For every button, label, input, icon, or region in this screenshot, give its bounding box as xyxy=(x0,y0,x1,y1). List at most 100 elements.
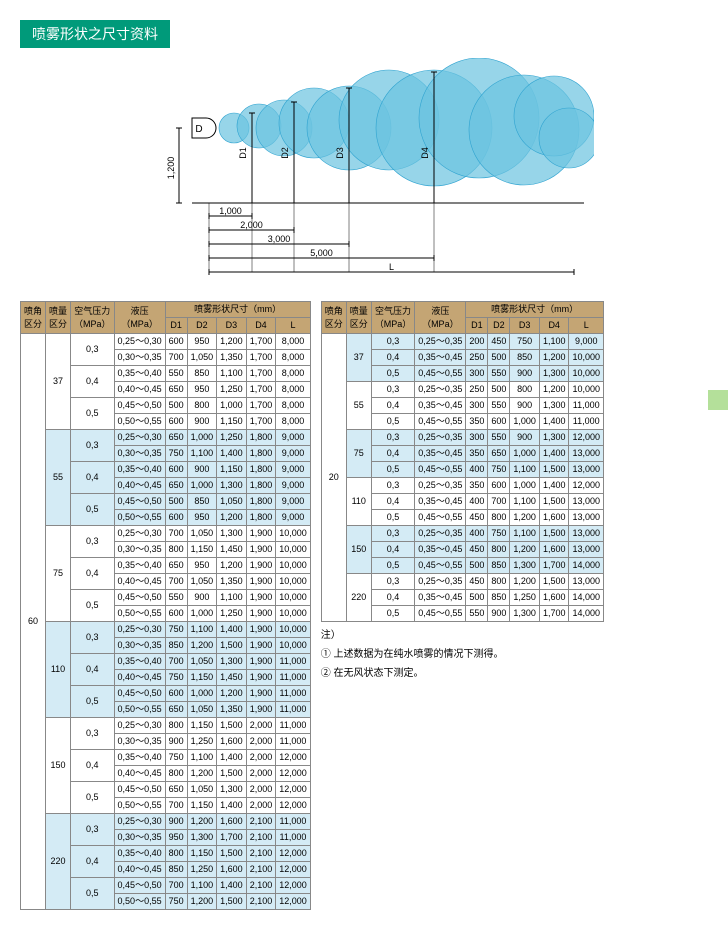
data-cell: 550 xyxy=(165,590,187,606)
air-cell: 0,5 xyxy=(371,366,415,382)
data-cell: 1,100 xyxy=(539,334,569,350)
data-cell: 0,30～0,35 xyxy=(114,638,165,654)
data-cell: 1,700 xyxy=(217,830,247,846)
data-cell: 12,000 xyxy=(276,766,311,782)
data-cell: 1,900 xyxy=(246,606,276,622)
data-cell: 650 xyxy=(165,478,187,494)
data-cell: 1,300 xyxy=(510,558,540,574)
table-row: 550,30,25～0,352505008001,20010,000 xyxy=(321,382,603,398)
data-cell: 0,35～0,45 xyxy=(415,590,466,606)
data-cell: 400 xyxy=(466,526,488,542)
d-label: D3 xyxy=(335,147,345,159)
col-header: 空气压力（MPa） xyxy=(371,302,415,334)
d-label: D4 xyxy=(420,147,430,159)
data-cell: 1,200 xyxy=(217,334,247,350)
data-cell: 950 xyxy=(187,334,217,350)
spray-diagram: D D1D2D3D4 1,0002,0003,0005,000L 1,200 xyxy=(20,58,708,281)
data-cell: 350 xyxy=(466,414,488,430)
data-cell: 1,300 xyxy=(510,606,540,622)
data-cell: 1,100 xyxy=(217,590,247,606)
data-cell: 0,45～0,50 xyxy=(114,590,165,606)
data-cell: 0,25～0,30 xyxy=(114,718,165,734)
data-cell: 850 xyxy=(165,638,187,654)
air-cell: 0,4 xyxy=(71,846,115,878)
data-cell: 0,35～0,40 xyxy=(114,462,165,478)
data-cell: 450 xyxy=(466,542,488,558)
air-cell: 0,4 xyxy=(71,558,115,590)
data-cell: 1,900 xyxy=(246,622,276,638)
data-cell: 0,25～0,35 xyxy=(415,430,466,446)
data-cell: 1,300 xyxy=(539,430,569,446)
data-cell: 600 xyxy=(488,414,510,430)
data-cell: 1,150 xyxy=(217,462,247,478)
data-cell: 0,30～0,35 xyxy=(114,830,165,846)
flow-cell: 220 xyxy=(346,574,371,622)
data-cell: 13,000 xyxy=(569,510,604,526)
data-cell: 1,150 xyxy=(187,670,217,686)
data-cell: 550 xyxy=(488,398,510,414)
data-cell: 1,250 xyxy=(217,606,247,622)
data-cell: 2,000 xyxy=(246,718,276,734)
data-cell: 1,200 xyxy=(217,558,247,574)
data-cell: 1,400 xyxy=(217,798,247,814)
col-header: 喷角区分 xyxy=(21,302,46,334)
air-cell: 0,5 xyxy=(371,510,415,526)
data-cell: 10,000 xyxy=(569,366,604,382)
flow-cell: 75 xyxy=(46,526,71,622)
air-cell: 0,3 xyxy=(371,430,415,446)
data-cell: 0,40～0,45 xyxy=(114,766,165,782)
d-label: D1 xyxy=(238,147,248,159)
data-cell: 1,000 xyxy=(187,686,217,702)
data-cell: 1,900 xyxy=(246,654,276,670)
col-header-group: 喷雾形状尺寸（mm） xyxy=(165,302,310,318)
data-cell: 600 xyxy=(165,606,187,622)
data-cell: 0,35～0,40 xyxy=(114,558,165,574)
data-cell: 1,150 xyxy=(187,798,217,814)
air-cell: 0,3 xyxy=(71,334,115,366)
data-cell: 1,150 xyxy=(187,846,217,862)
data-cell: 1,050 xyxy=(217,494,247,510)
data-cell: 9,000 xyxy=(569,334,604,350)
data-cell: 1,700 xyxy=(246,382,276,398)
page-title: 喷雾形状之尺寸资料 xyxy=(20,20,170,48)
data-cell: 1,600 xyxy=(217,862,247,878)
data-cell: 0,30～0,35 xyxy=(114,542,165,558)
data-cell: 2,000 xyxy=(246,766,276,782)
data-cell: 1,000 xyxy=(510,446,540,462)
table-row: 1100,30,25～0,307501,1001,4001,90010,000 xyxy=(21,622,311,638)
data-cell: 1,800 xyxy=(246,510,276,526)
data-cell: 1,700 xyxy=(539,558,569,574)
data-cell: 10,000 xyxy=(569,382,604,398)
data-cell: 1,900 xyxy=(246,670,276,686)
data-cell: 250 xyxy=(466,350,488,366)
data-cell: 1,000 xyxy=(217,398,247,414)
data-cell: 1,200 xyxy=(539,382,569,398)
data-cell: 300 xyxy=(466,398,488,414)
air-cell: 0,5 xyxy=(371,606,415,622)
data-cell: 650 xyxy=(488,446,510,462)
data-cell: 11,000 xyxy=(276,734,311,750)
note-1: ① 上述数据为在纯水喷雾的情况下测得。 xyxy=(321,645,604,660)
air-cell: 0,4 xyxy=(371,542,415,558)
data-cell: 300 xyxy=(466,430,488,446)
data-cell: 0,40～0,45 xyxy=(114,574,165,590)
data-cell: 1,050 xyxy=(187,782,217,798)
data-cell: 450 xyxy=(488,334,510,350)
data-cell: 13,000 xyxy=(569,542,604,558)
data-cell: 500 xyxy=(488,350,510,366)
data-cell: 10,000 xyxy=(276,558,311,574)
data-cell: 12,000 xyxy=(569,430,604,446)
flow-cell: 37 xyxy=(346,334,371,382)
dim-label: 3,000 xyxy=(268,234,291,244)
data-cell: 2,000 xyxy=(246,750,276,766)
data-cell: 600 xyxy=(165,510,187,526)
data-cell: 1,900 xyxy=(246,702,276,718)
data-cell: 650 xyxy=(165,782,187,798)
table-row: 2200,30,25～0,354508001,2001,50013,000 xyxy=(321,574,603,590)
data-cell: 0,25～0,35 xyxy=(415,526,466,542)
air-cell: 0,5 xyxy=(71,686,115,718)
data-cell: 1,200 xyxy=(217,686,247,702)
flow-cell: 220 xyxy=(46,814,71,910)
data-cell: 1,900 xyxy=(246,526,276,542)
data-cell: 0,50～0,55 xyxy=(114,798,165,814)
